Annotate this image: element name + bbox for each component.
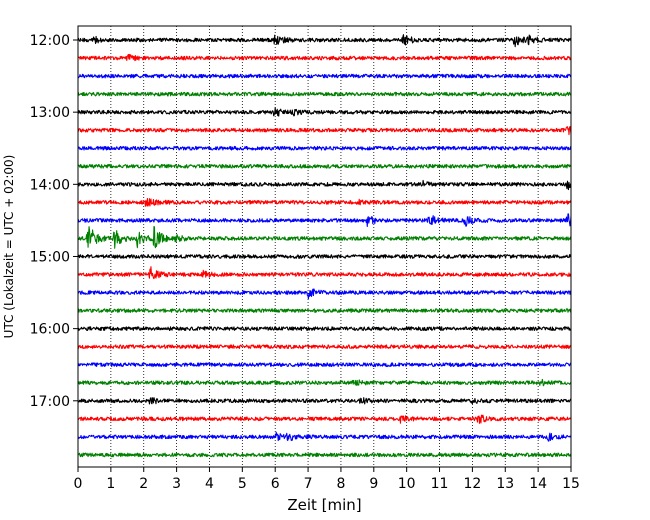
x-tick-label: 1 — [106, 476, 115, 492]
trace-row — [77, 145, 572, 151]
x-tick-label: 3 — [172, 476, 181, 492]
trace-row — [77, 213, 572, 227]
trace-row — [77, 34, 572, 48]
y-tick-label: 12:00 — [30, 33, 70, 49]
trace-row — [77, 378, 572, 387]
trace-row — [77, 431, 572, 442]
x-tick-label: 2 — [139, 476, 148, 492]
trace-row — [77, 308, 572, 313]
x-tick-label: 5 — [238, 476, 247, 492]
x-tick-label: 15 — [562, 476, 580, 492]
x-tick-label: 8 — [336, 476, 345, 492]
x-tick-label: 4 — [205, 476, 214, 492]
trace-row — [77, 452, 572, 458]
y-axis-ticks: 12:00 13:00 14:00 15:00 16:00 17:00 — [30, 33, 78, 410]
trace-row — [77, 225, 572, 249]
trace-row — [77, 91, 572, 97]
y-tick-label: 14:00 — [30, 177, 70, 193]
trace-row — [77, 163, 572, 169]
x-axis-ticks: 0 1 2 3 4 5 6 7 8 9 10 11 12 13 14 15 — [74, 467, 580, 492]
trace-row — [77, 198, 572, 207]
trace-row — [77, 266, 572, 280]
x-tick-label: 0 — [74, 476, 83, 492]
trace-row — [77, 73, 572, 79]
trace-row — [77, 179, 572, 191]
x-tick-label: 12 — [463, 476, 481, 492]
trace-row — [77, 254, 572, 259]
x-axis-label: Zeit [min] — [287, 496, 361, 514]
x-tick-label: 9 — [369, 476, 378, 492]
trace-row — [77, 107, 572, 117]
trace-row — [77, 344, 572, 350]
x-tick-label: 11 — [431, 476, 449, 492]
y-axis-label: UTC (Lokalzeit = UTC + 02:00) — [2, 155, 16, 339]
trace-row — [77, 326, 572, 331]
x-tick-label: 7 — [304, 476, 313, 492]
trace-row — [77, 126, 572, 136]
trace-row — [77, 414, 572, 424]
trace-row — [77, 397, 572, 405]
x-tick-label: 6 — [271, 476, 280, 492]
x-tick-label: 14 — [529, 476, 547, 492]
y-tick-label: 16:00 — [30, 322, 70, 338]
x-tick-label: 13 — [496, 476, 514, 492]
x-tick-label: 10 — [398, 476, 416, 492]
y-tick-label: 17:00 — [30, 394, 70, 410]
trace-row — [77, 53, 572, 62]
plot-border — [77, 25, 572, 468]
y-tick-label: 13:00 — [30, 105, 70, 121]
seismic-traces — [77, 34, 572, 458]
y-tick-label: 15:00 — [30, 249, 70, 265]
trace-row — [77, 362, 572, 368]
trace-row — [77, 288, 572, 300]
